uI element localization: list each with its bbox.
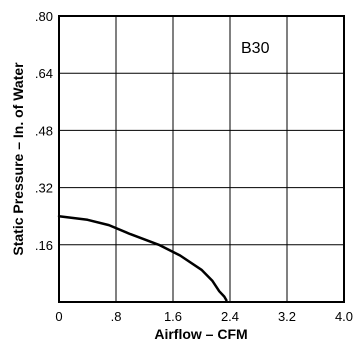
x-tick-label: 2.4 — [221, 309, 239, 324]
x-tick-label: 1.6 — [164, 309, 182, 324]
y-tick-label: .80 — [35, 9, 53, 24]
y-tick-label: .16 — [35, 238, 53, 253]
series-layer — [57, 214, 228, 302]
model-annotation: B30 — [241, 40, 270, 57]
plot-frame — [58, 15, 345, 303]
x-tick-label: 3.2 — [278, 309, 296, 324]
y-axis-title: Static Pressure – In. of Water — [10, 62, 26, 256]
x-axis-title: Airflow – CFM — [154, 326, 247, 342]
tick-labels: 0 .8 1.6 2.4 3.2 4.0 .16 .32 .48 .64 .80 — [35, 9, 353, 324]
y-tick-label: .64 — [35, 66, 53, 81]
y-tick-label: .32 — [35, 181, 53, 196]
grid-lines — [59, 16, 344, 302]
x-tick-label: 4.0 — [335, 309, 353, 324]
y-tick-label: .48 — [35, 123, 53, 138]
x-tick-label: .8 — [111, 309, 122, 324]
performance-curve — [57, 214, 228, 302]
x-tick-label: 0 — [55, 309, 62, 324]
